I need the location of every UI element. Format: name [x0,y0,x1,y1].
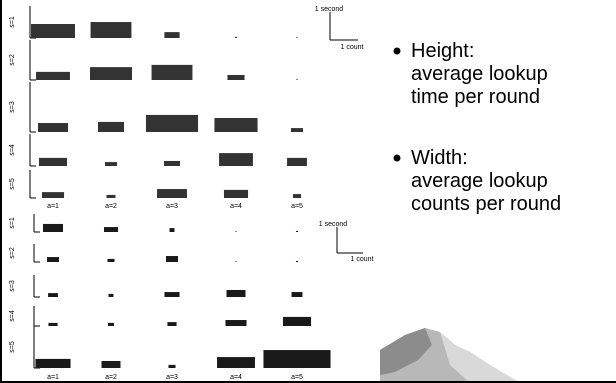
cell-rect [219,153,253,166]
cell-rect [287,158,307,166]
bullet-line: average lookup [411,63,548,85]
column-label: a=2 [105,374,117,381]
cell-rect [35,359,70,368]
cell-rect [164,292,179,297]
column-label: a=4 [230,374,242,381]
cell-rect [296,231,298,232]
column-label: a=4 [230,203,242,210]
cell-rect [217,357,255,368]
row-label: s=2 [9,54,16,66]
row-label: s=5 [9,178,16,190]
column-label: a=3 [166,374,178,381]
cell-rect [296,261,298,262]
bullet-dot [394,48,401,55]
cell-rect [168,365,175,368]
cell-rect [39,158,67,166]
cell-rect [235,231,236,232]
cell-rect [167,322,176,326]
row-label: s=1 [9,16,16,28]
cell-rect [48,293,58,297]
cell-rect [90,67,132,80]
cell-rect [146,115,198,132]
row-label: s=2 [9,247,16,259]
cell-rect [42,192,64,198]
bullet-line: time per round [411,86,540,108]
cell-rect [91,22,132,38]
cell-rect [43,224,63,232]
cell-rect [227,290,246,297]
cell-rect [109,294,114,297]
cell-rect [235,37,237,38]
cell-rect [263,350,330,368]
cell-rect [164,32,179,38]
bullet-heading: Height: [411,40,474,62]
row-label: s=3 [9,280,16,292]
cell-rect [224,190,248,198]
cell-rect [98,122,124,132]
column-label: a=1 [47,203,59,210]
cell-rect [104,227,118,232]
row-label: s=1 [9,217,16,229]
row-label: s=4 [9,310,16,322]
cell-rect [214,118,257,132]
cell-rect [38,123,68,132]
cell-rect [105,162,117,166]
cell-rect [164,161,180,166]
cell-rect [291,128,303,132]
cell-rect [47,257,59,262]
cell-rect [107,259,114,262]
cell-rect [31,24,75,38]
cell-rect [293,194,301,198]
cell-rect [170,228,175,232]
cell-rect [48,323,57,326]
row-label: s=3 [9,101,16,113]
slide: s=1 s=2 s=3 s=4 s=5 a=1 a=2 a=3 a=4 a=5 1 second 1 … [0,0,616,383]
cell-rect [152,65,193,80]
cell-rect [296,37,297,38]
cell-rect [166,256,178,262]
cell-rect [107,195,116,198]
count-scale-label: 1 count [351,256,374,263]
row-label: s=4 [9,144,16,156]
time-scale-label: 1 second [315,6,344,13]
row-label: s=5 [9,341,16,353]
page: {"chart_data": [ {"type": "rect-matrix",… [0,0,616,383]
column-label: a=1 [47,374,59,381]
cell-rect [296,79,297,80]
bullet-line: counts per round [411,193,561,215]
cell-rect [157,189,187,198]
cell-rect [227,75,244,80]
cell-rect [108,323,114,326]
bullet-heading: Width: [411,147,468,169]
cell-rect [292,292,303,297]
column-label: a=5 [291,374,303,381]
cell-rect [36,72,70,80]
cell-rect [225,320,246,326]
column-label: a=5 [291,203,303,210]
count-scale-label: 1 count [341,44,364,51]
cell-rect [235,261,236,262]
cell-rect [283,317,311,326]
cell-rect [102,361,121,368]
column-label: a=2 [105,203,117,210]
bullet-dot [394,155,401,162]
time-scale-label: 1 second [319,221,348,228]
bullet-line: average lookup [411,170,548,192]
column-label: a=3 [166,203,178,210]
